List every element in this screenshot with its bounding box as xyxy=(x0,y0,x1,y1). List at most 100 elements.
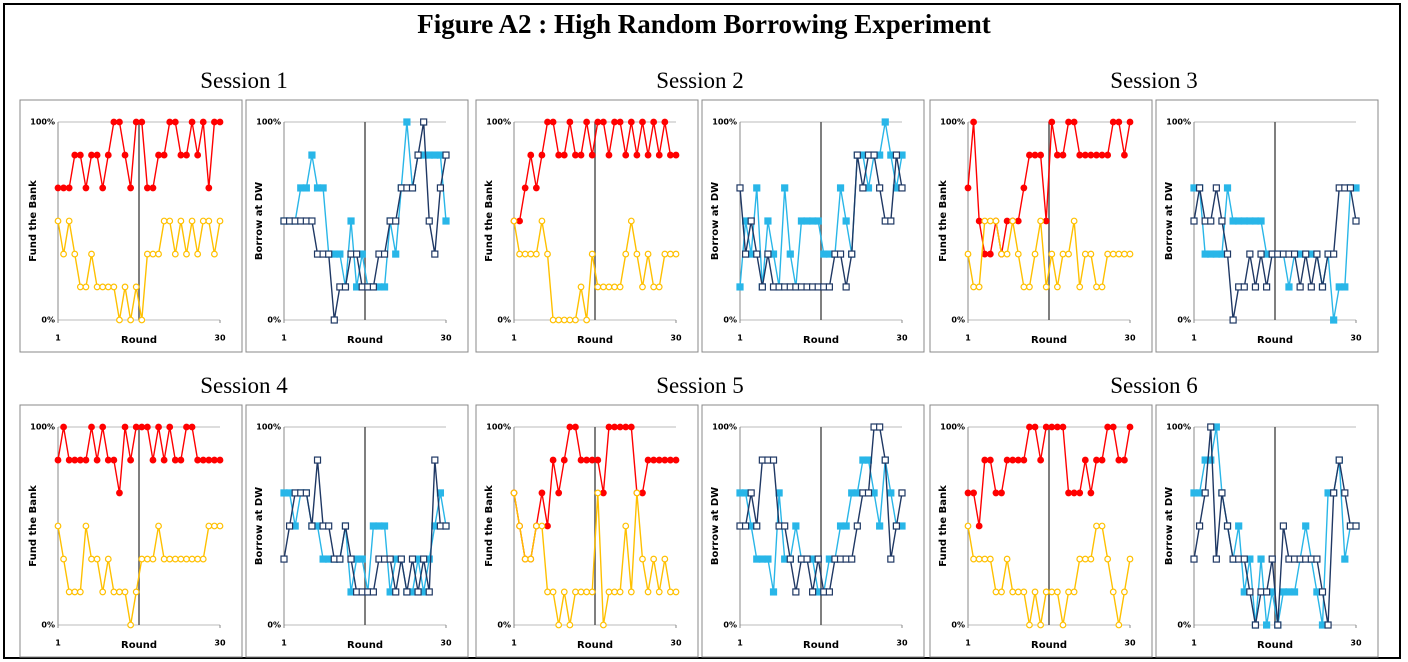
data-point xyxy=(93,456,101,464)
data-point xyxy=(881,456,889,464)
data-point xyxy=(1065,250,1072,258)
data-point xyxy=(1330,489,1338,497)
data-point xyxy=(555,151,563,159)
data-point xyxy=(160,456,168,464)
data-point xyxy=(986,250,994,258)
y-axis-label: Fund the Bank xyxy=(938,485,949,567)
data-point xyxy=(611,118,618,126)
x-tick-label: 30 xyxy=(214,639,226,648)
data-point xyxy=(76,456,84,464)
data-point xyxy=(1290,588,1299,596)
data-point xyxy=(358,555,366,563)
data-point xyxy=(527,151,535,159)
data-point xyxy=(1341,489,1349,497)
data-point xyxy=(1263,283,1271,291)
data-point xyxy=(605,283,613,291)
data-point xyxy=(1093,456,1100,464)
data-point xyxy=(199,118,207,126)
data-point xyxy=(836,184,845,192)
data-point xyxy=(667,456,674,464)
data-point xyxy=(132,588,140,596)
data-point xyxy=(1093,151,1100,159)
data-point xyxy=(1104,555,1112,563)
data-point xyxy=(1020,283,1028,291)
data-point xyxy=(616,423,624,431)
y-axis-label: Borrow at DW xyxy=(710,487,721,565)
x-tick-label: 30 xyxy=(440,334,452,343)
data-point xyxy=(1251,283,1260,291)
data-point xyxy=(892,151,901,159)
data-point xyxy=(644,588,652,596)
data-point xyxy=(308,522,316,530)
data-point xyxy=(1059,151,1067,159)
data-point xyxy=(510,217,518,225)
data-point xyxy=(588,588,596,596)
data-point xyxy=(853,151,861,159)
data-point xyxy=(336,555,344,563)
panel-border xyxy=(1155,404,1379,658)
data-point xyxy=(870,151,878,159)
data-point xyxy=(964,250,972,258)
data-point xyxy=(408,555,417,563)
data-point xyxy=(627,588,635,596)
y-axis-label: Fund the Bank xyxy=(28,180,39,262)
data-point xyxy=(572,588,579,596)
data-point xyxy=(1324,621,1332,629)
data-point xyxy=(82,456,90,464)
data-point xyxy=(166,118,174,126)
data-point xyxy=(205,217,213,225)
data-point xyxy=(753,250,761,258)
data-point xyxy=(211,118,218,126)
data-point xyxy=(71,588,79,596)
y-tick-label: 0% xyxy=(41,316,55,325)
data-point xyxy=(1053,283,1061,291)
data-point xyxy=(392,588,400,596)
data-point xyxy=(1031,250,1039,258)
data-point xyxy=(155,151,162,159)
data-point xyxy=(1109,588,1117,596)
data-point xyxy=(442,217,450,225)
x-tick-label: 30 xyxy=(1124,334,1136,343)
data-point xyxy=(1115,456,1123,464)
data-point xyxy=(132,118,140,126)
data-point xyxy=(1104,250,1112,258)
data-point xyxy=(1190,555,1198,563)
data-point xyxy=(577,151,585,159)
data-point xyxy=(1098,456,1106,464)
data-point xyxy=(1313,555,1321,563)
session-title: Session 5 xyxy=(656,373,744,398)
data-point xyxy=(842,283,850,291)
data-point xyxy=(205,456,213,464)
session-title: Session 3 xyxy=(1110,68,1198,93)
data-point xyxy=(566,316,574,324)
data-point xyxy=(313,456,322,464)
data-point xyxy=(155,522,162,530)
data-point xyxy=(986,555,994,563)
data-point xyxy=(1274,621,1282,629)
data-point xyxy=(188,423,196,431)
data-point xyxy=(149,250,157,258)
data-point xyxy=(1268,555,1276,563)
data-point xyxy=(1126,250,1134,258)
data-point xyxy=(353,250,361,258)
data-point xyxy=(1076,283,1084,291)
data-point xyxy=(1207,217,1215,225)
data-point xyxy=(1009,217,1017,225)
data-point xyxy=(1240,555,1248,563)
data-point xyxy=(319,184,327,192)
data-point xyxy=(981,217,989,225)
data-point xyxy=(616,118,624,126)
data-point xyxy=(1020,456,1028,464)
data-point xyxy=(986,217,994,225)
data-point xyxy=(110,118,118,126)
data-point xyxy=(964,184,972,192)
data-point xyxy=(622,522,630,530)
data-point xyxy=(280,555,288,563)
data-point xyxy=(532,250,540,258)
x-tick-label: 1 xyxy=(55,334,61,343)
data-point xyxy=(970,489,977,497)
data-point xyxy=(194,456,202,464)
data-point xyxy=(572,151,579,159)
data-point xyxy=(1263,621,1271,629)
data-point xyxy=(380,250,389,258)
